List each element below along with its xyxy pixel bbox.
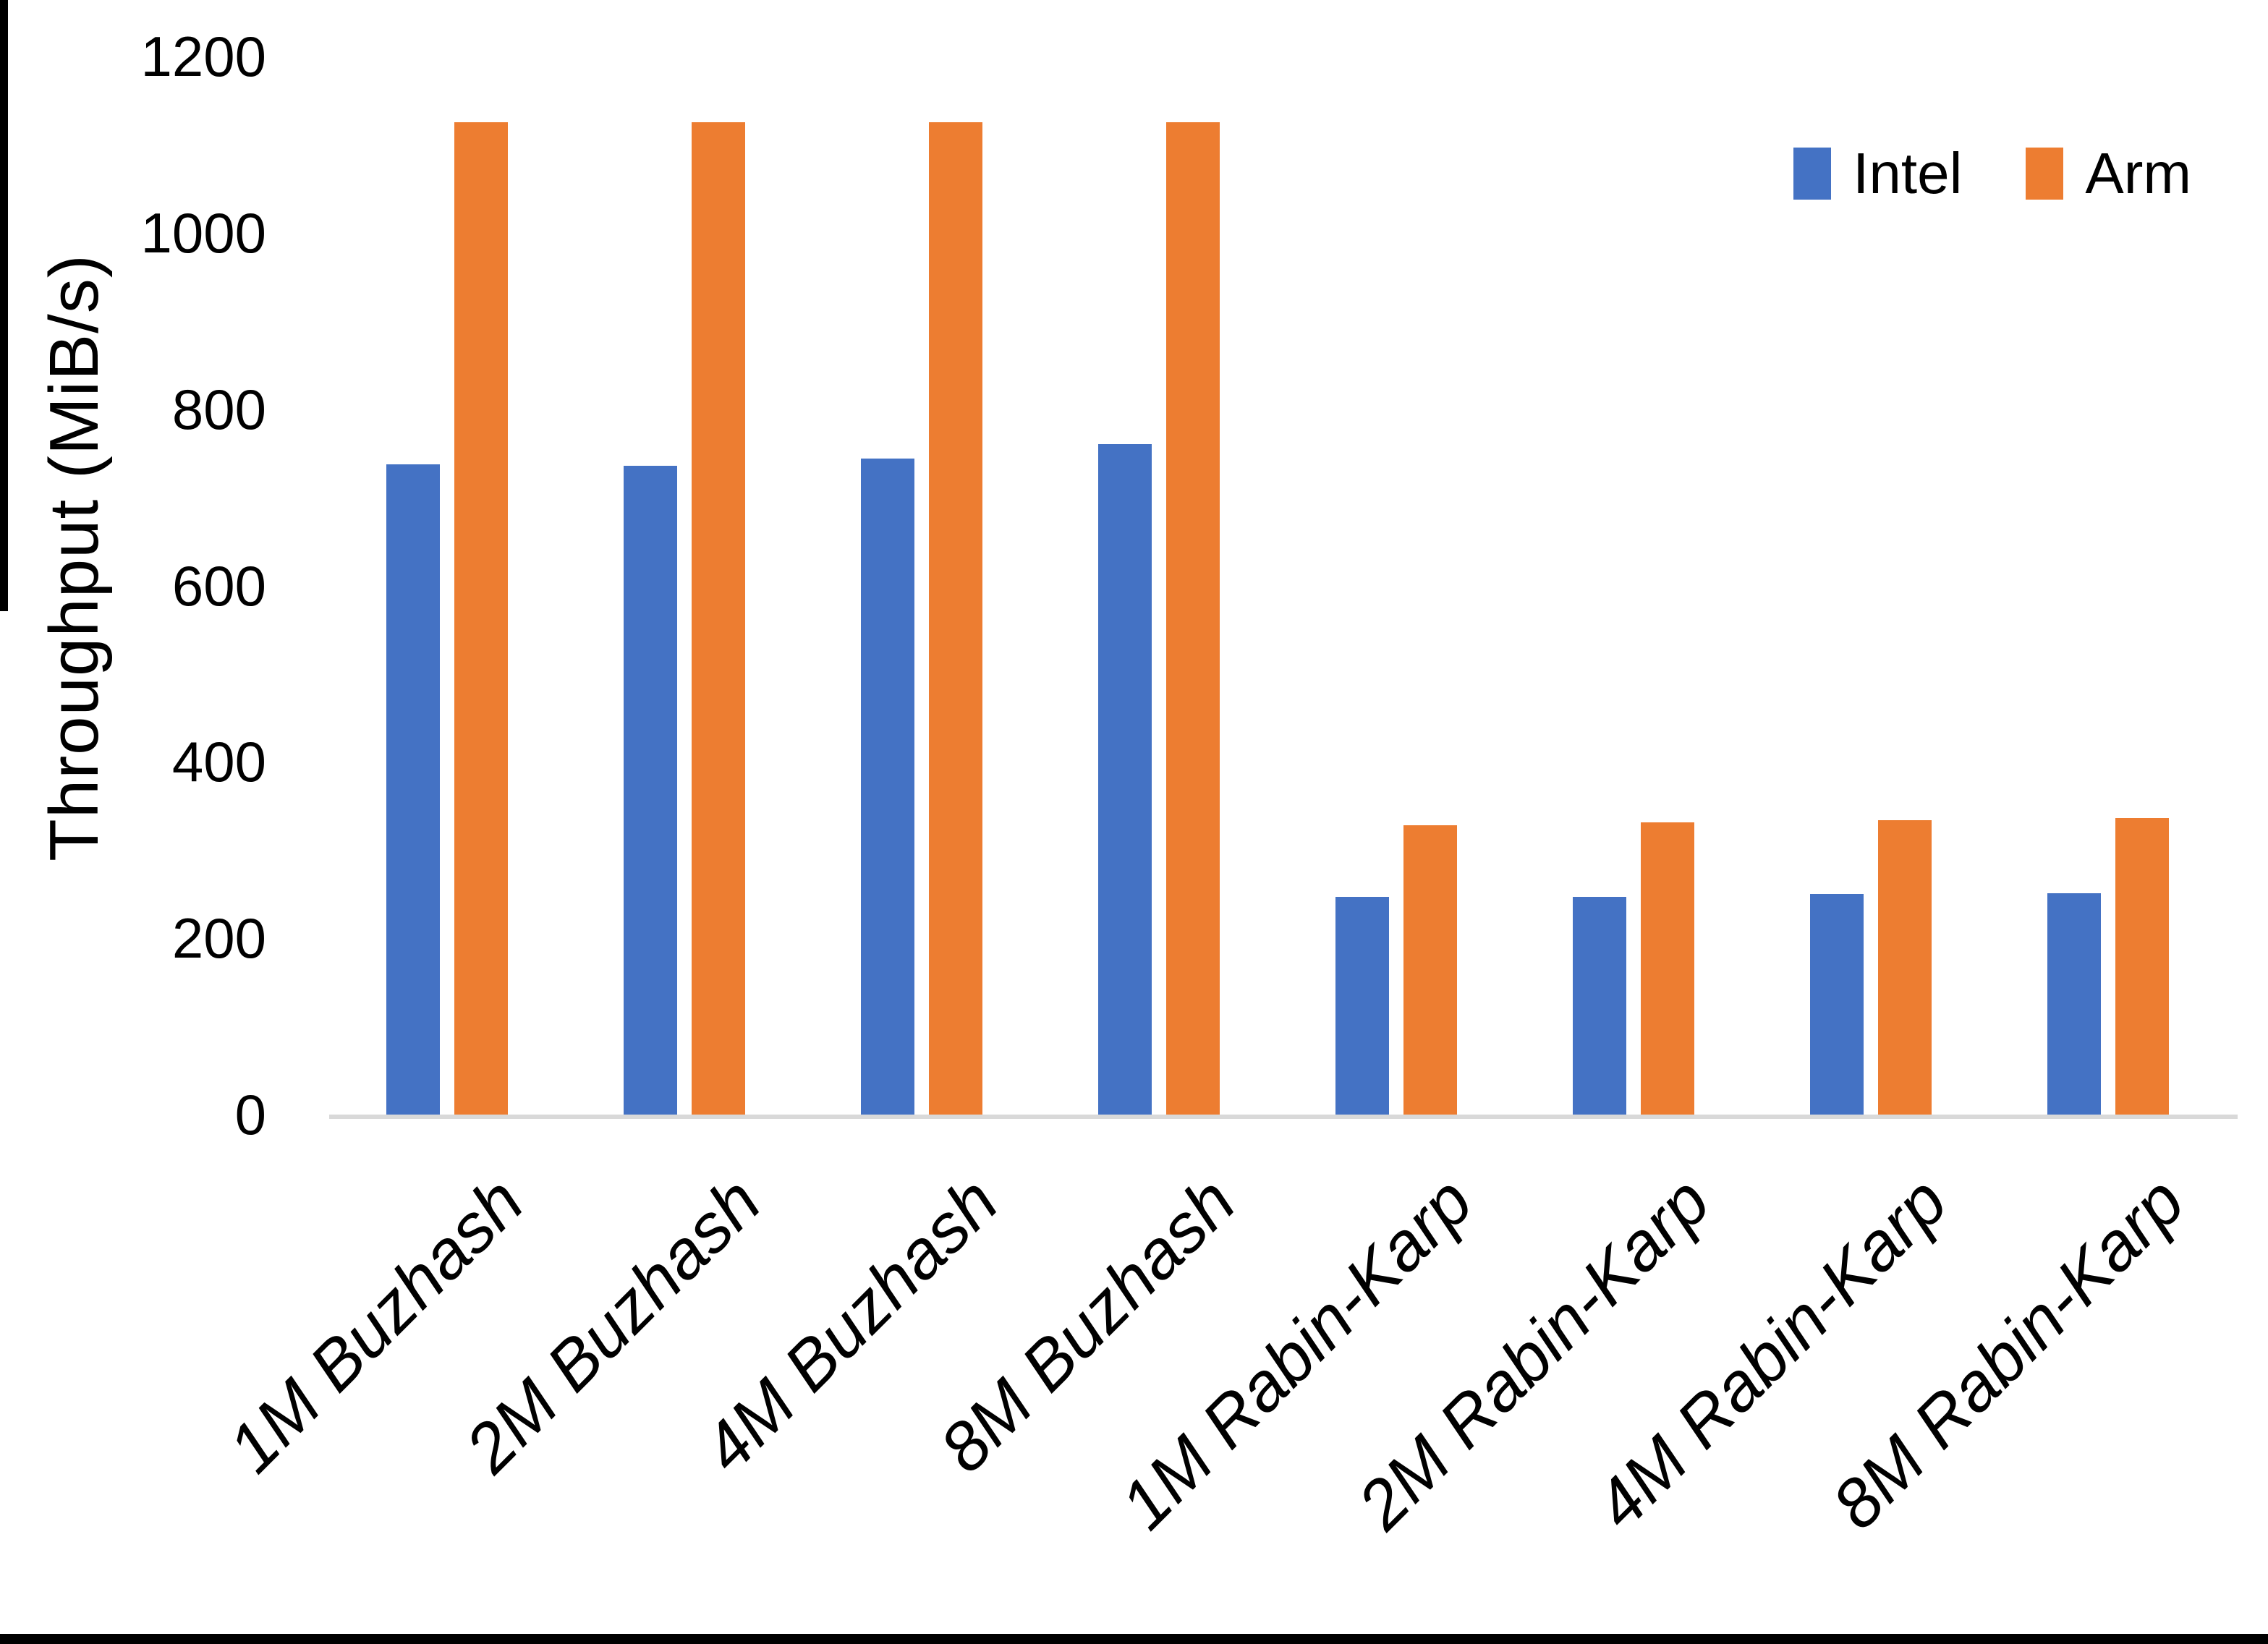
frame-bottom-border xyxy=(0,1634,2268,1644)
bar-arm-8m-buzhash xyxy=(1166,122,1220,1115)
legend: Intel Arm xyxy=(1793,145,2191,203)
legend-label-intel: Intel xyxy=(1853,141,1963,205)
legend-item-arm: Arm xyxy=(2026,145,2191,203)
bar-arm-4m-rabin-karp xyxy=(1878,819,1932,1115)
bar-intel-8m-buzhash xyxy=(1098,444,1152,1115)
y-tick-label-600: 600 xyxy=(171,553,266,618)
bar-intel-2m-buzhash xyxy=(624,465,677,1115)
bar-arm-4m-buzhash xyxy=(929,122,982,1115)
bar-intel-1m-buzhash xyxy=(386,464,440,1115)
bar-arm-2m-buzhash xyxy=(692,122,745,1115)
y-tick-label-1000: 1000 xyxy=(140,200,266,265)
bar-intel-4m-buzhash xyxy=(861,458,914,1115)
frame-left-border xyxy=(0,0,8,611)
bar-arm-1m-rabin-karp xyxy=(1403,825,1457,1115)
bar-intel-2m-rabin-karp xyxy=(1573,896,1626,1115)
y-tick-label-0: 0 xyxy=(234,1083,266,1146)
legend-label-arm: Arm xyxy=(2085,141,2191,205)
bar-intel-4m-rabin-karp xyxy=(1810,894,1864,1115)
legend-item-intel: Intel xyxy=(1793,145,1962,203)
y-tick-label-800: 800 xyxy=(171,377,266,441)
intel-series-swatch xyxy=(1793,148,1832,200)
y-tick-label-1200: 1200 xyxy=(140,25,266,88)
y-tick-label-400: 400 xyxy=(171,730,266,794)
bar-arm-2m-rabin-karp xyxy=(1641,822,1694,1115)
arm-series-swatch xyxy=(2026,148,2064,200)
bar-arm-8m-rabin-karp xyxy=(2115,818,2169,1115)
bar-arm-1m-buzhash xyxy=(454,122,508,1115)
bar-intel-1m-rabin-karp xyxy=(1335,896,1389,1115)
y-tick-label-200: 200 xyxy=(171,906,266,971)
bar-intel-8m-rabin-karp xyxy=(2047,893,2101,1115)
x-axis-line xyxy=(329,1115,2238,1119)
